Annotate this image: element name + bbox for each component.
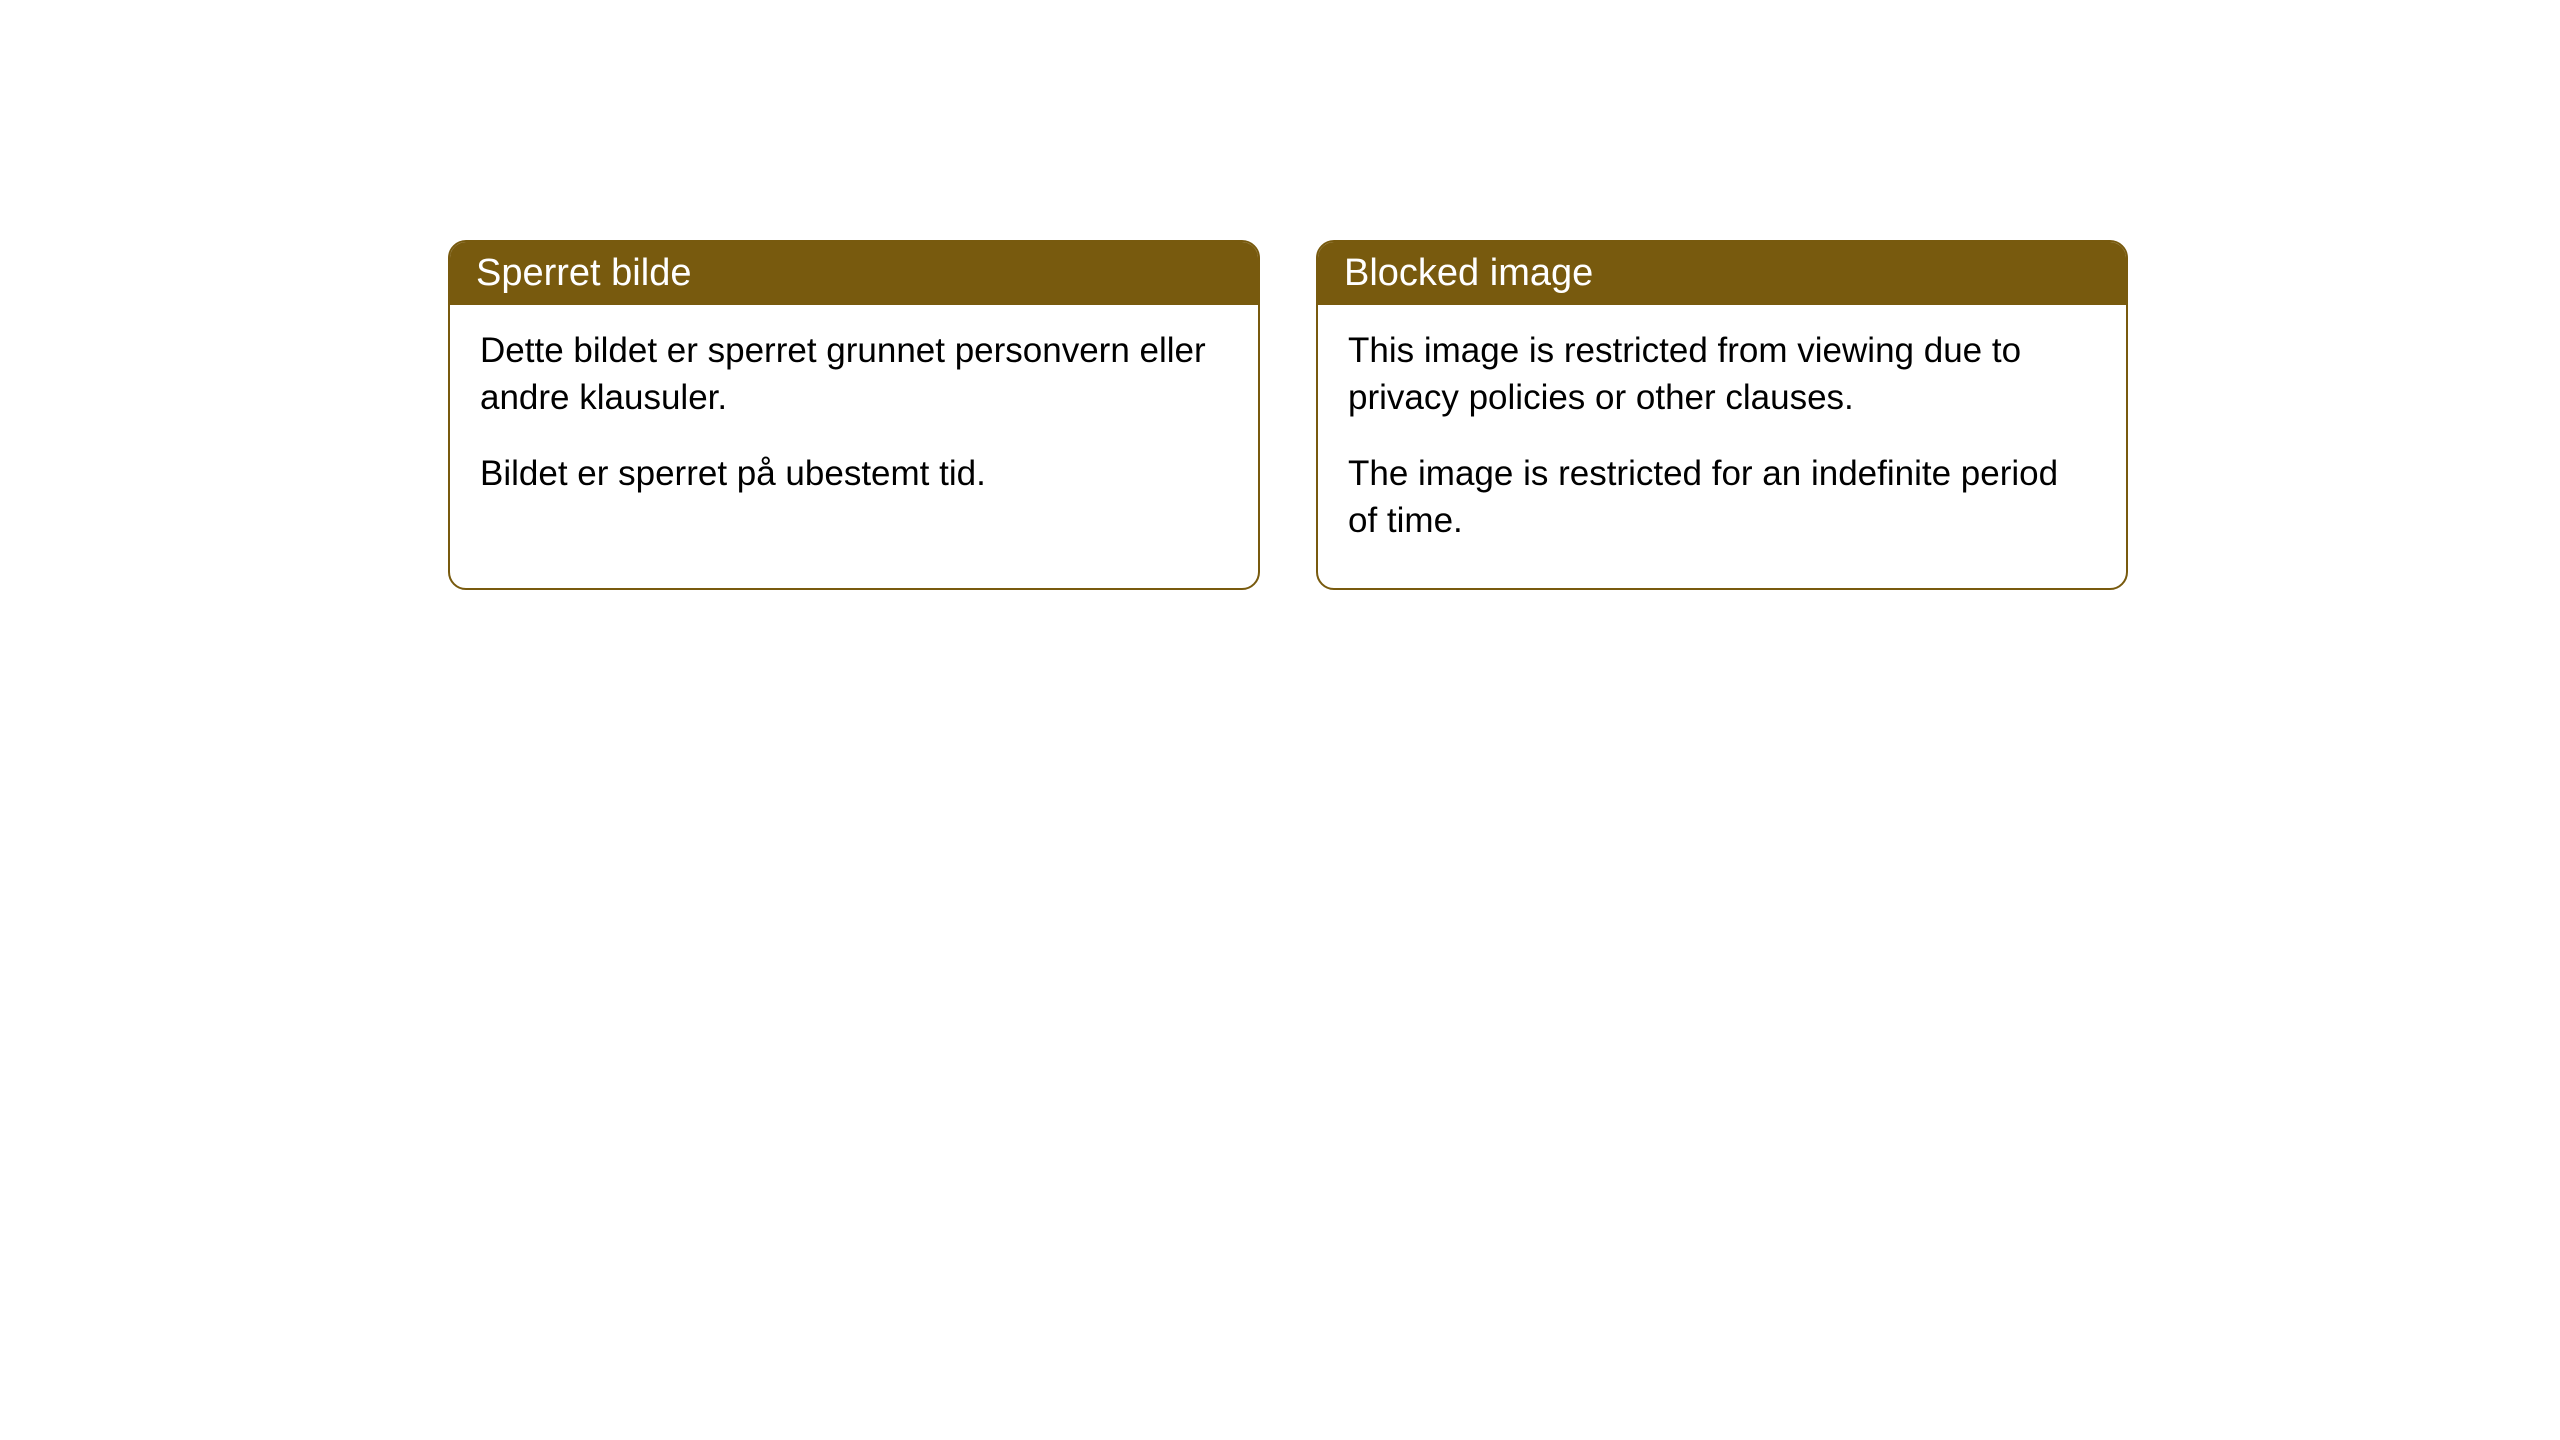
card-body-english: This image is restricted from viewing du…: [1318, 305, 2126, 588]
notice-paragraph-1: This image is restricted from viewing du…: [1348, 327, 2096, 422]
card-title: Sperret bilde: [476, 252, 691, 294]
notice-cards-container: Sperret bilde Dette bildet er sperret gr…: [448, 240, 2128, 590]
card-body-norwegian: Dette bildet er sperret grunnet personve…: [450, 305, 1258, 541]
blocked-image-card-norwegian: Sperret bilde Dette bildet er sperret gr…: [448, 240, 1260, 590]
notice-paragraph-2: Bildet er sperret på ubestemt tid.: [480, 450, 1228, 497]
card-header-norwegian: Sperret bilde: [450, 242, 1258, 305]
notice-paragraph-1: Dette bildet er sperret grunnet personve…: [480, 327, 1228, 422]
blocked-image-card-english: Blocked image This image is restricted f…: [1316, 240, 2128, 590]
card-header-english: Blocked image: [1318, 242, 2126, 305]
notice-paragraph-2: The image is restricted for an indefinit…: [1348, 450, 2096, 545]
card-title: Blocked image: [1344, 252, 1593, 294]
